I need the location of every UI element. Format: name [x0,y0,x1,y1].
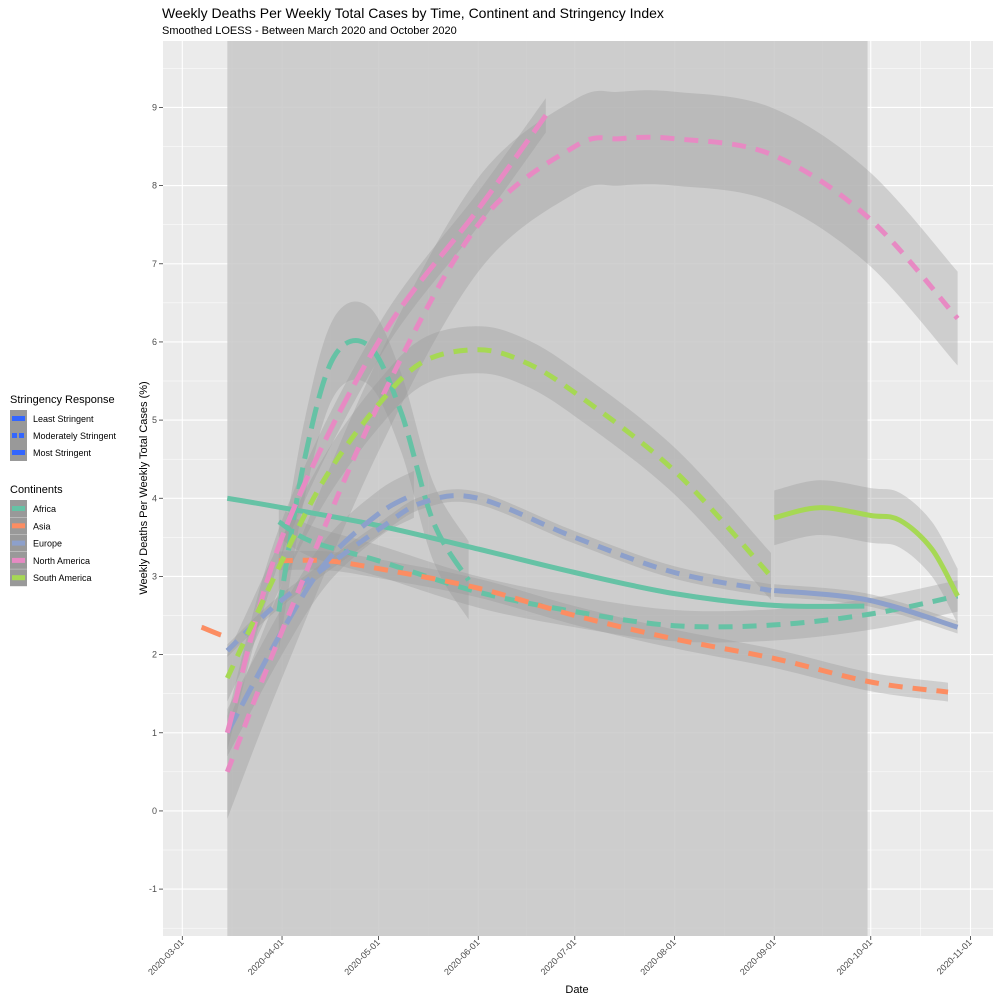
series-line-europe-least-stringent [773,588,959,630]
series-line-north-america-most-stringent [224,113,548,734]
legend-label-continent: Africa [33,504,56,514]
chart-title: Weekly Deaths Per Weekly Total Cases by … [162,5,664,21]
x-axis-title: Date [565,984,588,996]
y-tick-label: 0 [152,806,157,816]
legend-key-bg [10,427,27,444]
ribbon-europe-most-stringent [227,470,414,757]
series-line-africa-least-stringent [226,495,865,609]
legend-label-stringency: Moderately Stringent [33,431,117,441]
y-tick-label: 8 [152,181,157,191]
x-tick-label: 2020-06-01 [442,937,482,977]
series-line-south-america-least-stringent [773,505,960,598]
chart-subtitle: Smoothed LOESS - Between March 2020 and … [162,25,457,37]
x-tick-label: 2020-11-01 [935,937,974,976]
x-tick-label: 2020-07-01 [539,937,579,977]
x-tick-label: 2020-04-01 [246,937,286,977]
y-tick-label: 6 [152,337,157,347]
y-tick-label: 3 [152,571,157,581]
ribbon-europe-moderately-stringent [227,489,772,657]
x-tick-label: 2020-03-01 [146,937,186,977]
x-tick-label: 2020-08-01 [638,937,678,977]
legend-label-stringency: Most Stringent [33,448,92,458]
x-tick-label: 2020-10-01 [835,937,875,977]
ribbon-north-america-moderately-stringent [227,90,958,819]
y-tick-label: 5 [152,415,157,425]
series-line-south-america-moderately-stringent [225,347,773,680]
legend-title-continents: Continents [10,484,63,496]
ribbon-africa-most-stringent [278,301,469,651]
ribbon-north-america-most-stringent [227,98,546,751]
series-line-asia-moderately-stringent [278,557,949,695]
y-tick-label: 1 [152,728,157,738]
legend-label-continent: Europe [33,539,62,549]
legend-label-continent: Asia [33,521,51,531]
y-tick-label: 4 [152,493,157,503]
ribbon-south-america-least-stringent [774,480,958,624]
y-tick-label: -1 [149,884,157,894]
series-line-europe-most-stringent [225,492,416,734]
y-tick-label: 7 [152,259,157,269]
legend: Stringency Response Least Stringent Modera… [10,394,117,587]
x-tick-label: 2020-05-01 [342,937,382,977]
y-tick-label: 2 [152,650,157,660]
stringency-period-shading [227,41,868,936]
x-tick-label: 2020-09-01 [738,937,778,977]
legend-label-continent: South America [33,573,92,583]
series-line-africa-most-stringent [276,338,471,613]
ribbon-europe-least-stringent [774,584,958,634]
y-axis-title: Weekly Deaths Per Weekly Total Cases (%) [138,381,150,594]
series-line-asia-least-stringent [200,624,222,638]
series-line-africa-moderately-stringent [277,519,959,630]
legend-label-continent: North America [33,556,90,566]
y-tick-label: 9 [152,102,157,112]
series-lines [200,113,960,773]
legend-title-stringency: Stringency Response [10,394,115,406]
legend-label-stringency: Least Stringent [33,414,94,424]
series-line-europe-moderately-stringent [225,493,772,653]
